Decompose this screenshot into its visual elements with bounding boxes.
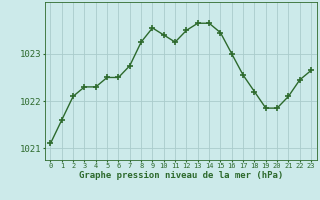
X-axis label: Graphe pression niveau de la mer (hPa): Graphe pression niveau de la mer (hPa) [79, 171, 283, 180]
